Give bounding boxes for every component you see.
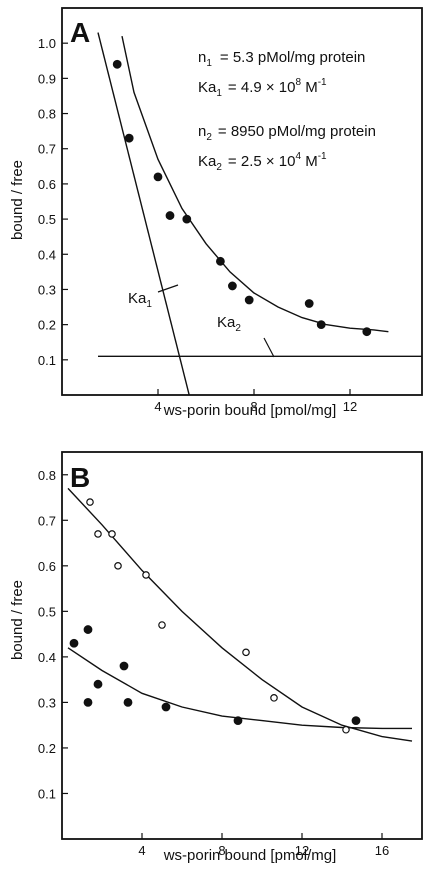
panel-a-filled-point (244, 295, 254, 305)
panel-b-open-point (242, 648, 250, 657)
annotation-n2: n2 = 8950 pMol/mg protein (198, 123, 376, 143)
panel-b-xtick-label: 4 (138, 843, 145, 858)
panel-b-ytick-label: 0.4 (38, 650, 56, 665)
panel-b-xtick-label: 12 (295, 843, 309, 858)
panel-a-ytick-label: 0.6 (38, 177, 56, 192)
panel-b-ytick-label: 0.1 (38, 786, 56, 801)
panel-b-ylabel: bound / free (9, 580, 26, 660)
panel-b-letter: B (70, 462, 90, 493)
ka2-line-label: Ka2 (217, 314, 241, 334)
panel-b-filled-point (119, 661, 129, 671)
panel-a-ytick-label: 0.7 (38, 142, 56, 157)
panel-b-xtick-label: 8 (218, 843, 225, 858)
panel-b: B ws-porin bound [pmol/mg] bound / free … (9, 451, 423, 864)
panel-a-ytick-label: 0.3 (38, 282, 56, 297)
panel-a-filled-point (182, 214, 192, 224)
panel-a-xtick-label: 8 (250, 399, 257, 414)
panel-b-open-point (94, 530, 102, 538)
panel-a-filled-point (112, 59, 122, 69)
panel-a-filled-point (304, 299, 314, 308)
panel-b-ytick-label: 0.5 (38, 604, 56, 619)
panel-b-open-point (108, 530, 116, 538)
annotation-ka1: Ka1 = 4.9 × 108 M-1 (198, 77, 327, 99)
panel-a-filled-point (153, 172, 163, 182)
panel-b-filled-point (93, 679, 103, 689)
ka2-label-arrow (263, 337, 275, 358)
panel-a-ka1-line (97, 32, 190, 395)
panel-b-filled-point (161, 702, 171, 712)
panel-a-ytick-label: 0.9 (38, 71, 56, 86)
panel-a-filled-point (124, 133, 134, 143)
panel-b-xlabel: ws-porin bound [pmol/mg] (163, 847, 337, 864)
panel-b-open-point (270, 694, 278, 702)
panel-b-filled-point (233, 716, 243, 726)
panel-a-ytick-label: 1.0 (38, 36, 56, 51)
ka1-label-arrow (157, 284, 179, 293)
panel-a-filled-point (362, 327, 372, 337)
panel-b-frame (61, 451, 423, 840)
panel-b-filled-point (351, 716, 361, 726)
ka1-line-label: Ka1 (128, 290, 152, 310)
panel-a-filled-point (316, 320, 326, 330)
panel-b-ytick-label: 0.8 (38, 468, 56, 483)
panel-a-xlabel: ws-porin bound [pmol/mg] (163, 402, 337, 419)
panel-b-open-point (86, 498, 94, 506)
annotation-ka2: Ka2 = 2.5 × 104 M-1 (198, 151, 327, 173)
panel-a-filled-point (165, 211, 175, 220)
panel-b-ytick-label: 0.3 (38, 695, 56, 710)
panel-b-filled-point (83, 698, 93, 707)
panel-a-ytick-label: 0.1 (38, 353, 56, 368)
panel-a-xtick-label: 12 (343, 399, 357, 414)
panel-a-frame (61, 7, 423, 396)
panel-b-ytick-label: 0.7 (38, 513, 56, 528)
annotation-n1: n1 = 5.3 pMol/mg protein (198, 49, 365, 69)
panel-b-filled-fit (67, 647, 412, 730)
panel-b-open-point (114, 562, 122, 570)
panel-a-ytick-label: 0.5 (38, 212, 56, 227)
panel-a-ytick-label: 0.4 (38, 247, 56, 262)
panel-a-xtick-label: 4 (154, 399, 161, 414)
panel-a-ylabel: bound / free (9, 160, 26, 240)
panel-a-ytick-label: 0.8 (38, 107, 56, 122)
panel-b-open-point (142, 571, 150, 579)
panel-a-letter: A (70, 17, 90, 48)
panel-b-xtick-label: 16 (375, 843, 389, 858)
panel-b-ytick-label: 0.6 (38, 559, 56, 574)
panel-b-ytick-label: 0.2 (38, 741, 56, 756)
panel-a-filled-point (227, 281, 237, 291)
panel-a-fit-curve (121, 35, 389, 333)
panel-b-open-point (158, 621, 166, 629)
panel-a-ytick-label: 0.2 (38, 318, 56, 333)
panel-b-filled-point (123, 698, 133, 707)
panel-b-filled-point (83, 625, 93, 634)
panel-a-filled-point (215, 256, 225, 266)
panel-b-filled-point (69, 638, 79, 648)
panel-b-open-fit (67, 487, 413, 742)
panel-b-open-point (342, 725, 350, 734)
panel-a: A ws-porin bound [pmol/mg] bound / free … (9, 7, 423, 419)
